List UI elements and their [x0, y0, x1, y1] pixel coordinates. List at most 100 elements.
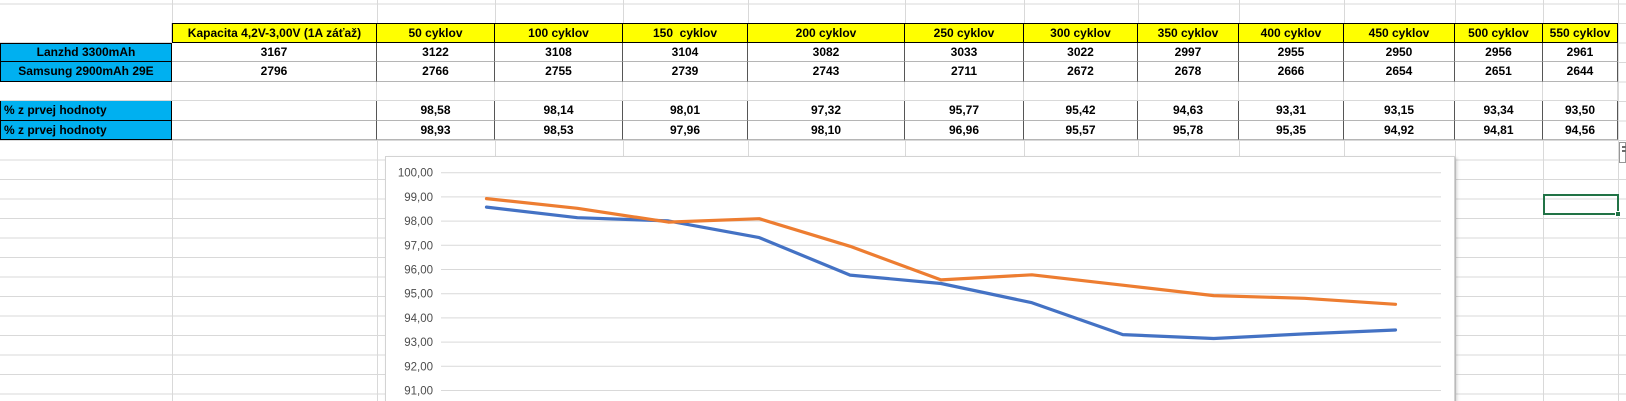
value-cell[interactable]: 96,96	[905, 120, 1024, 140]
value-cell[interactable]: 3108	[495, 42, 623, 62]
header-cell[interactable]: 250 cyklov	[905, 23, 1024, 43]
table-row: Lanzhd 3300mAh 3167 3122 3108 3104 3082 3033 30…	[0, 42, 1618, 62]
value-cell[interactable]: 3104	[623, 42, 748, 62]
value-cell[interactable]: 95,77	[905, 101, 1024, 121]
header-cell[interactable]: 50 cyklov	[377, 23, 495, 43]
value-cell[interactable]: 98,58	[377, 101, 495, 121]
value-cell[interactable]	[172, 120, 377, 140]
value-cell[interactable]: 2644	[1543, 62, 1618, 82]
header-cell[interactable]: 200 cyklov	[748, 23, 905, 43]
value-cell[interactable]: 2711	[905, 62, 1024, 82]
value-cell[interactable]: 2654	[1344, 62, 1455, 82]
value-cell[interactable]: 93,15	[1344, 101, 1455, 121]
header-cell[interactable]: 450 cyklov	[1344, 23, 1455, 43]
value-cell[interactable]: 94,63	[1138, 101, 1239, 121]
empty-cell[interactable]	[495, 81, 623, 101]
value-cell[interactable]: 98,53	[495, 120, 623, 140]
value-cell[interactable]: 2678	[1138, 62, 1239, 82]
value-cell[interactable]: 98,93	[377, 120, 495, 140]
capacity-chart[interactable]: 100,00 99,00 98,00 97,00 96,00 95,00 94,00 93,0…	[385, 156, 1455, 401]
corner-cell[interactable]	[0, 23, 172, 43]
series-line-blue[interactable]	[484, 205, 1398, 341]
value-cell[interactable]: 94,92	[1344, 120, 1455, 140]
y-axis-tick-label: 95,00	[404, 289, 433, 301]
y-axis-tick-label: 93,00	[404, 337, 433, 349]
value-cell[interactable]	[172, 101, 377, 121]
y-axis-tick-label: 97,00	[404, 240, 433, 252]
value-cell[interactable]: 97,96	[623, 120, 748, 140]
value-cell[interactable]: 2955	[1239, 42, 1344, 62]
header-cell[interactable]: 500 cyklov	[1455, 23, 1543, 43]
value-cell[interactable]: 3082	[748, 42, 905, 62]
row-label[interactable]: % z prvej hodnoty	[0, 120, 172, 140]
value-cell[interactable]: 2743	[748, 62, 905, 82]
fill-handle[interactable]	[1615, 211, 1621, 217]
value-cell[interactable]: 2796	[172, 62, 377, 82]
value-cell[interactable]: 93,34	[1455, 101, 1543, 121]
header-cell[interactable]: Kapacita 4,2V-3,00V (1A záťaž)	[172, 23, 377, 43]
table-row: Samsung 2900mAh 29E 2796 2766 2755 2739 2743 2…	[0, 62, 1618, 82]
empty-cell[interactable]	[1024, 81, 1138, 101]
header-cell[interactable]: 300 cyklov	[1024, 23, 1138, 43]
value-cell[interactable]: 95,35	[1239, 120, 1344, 140]
empty-cell[interactable]	[1344, 81, 1455, 101]
header-cell[interactable]: 350 cyklov	[1138, 23, 1239, 43]
row-label[interactable]: Samsung 2900mAh 29E	[0, 62, 172, 82]
capacity-table: Kapacita 4,2V-3,00V (1A záťaž) 50 cyklov 1…	[0, 23, 1618, 140]
value-cell[interactable]: 2997	[1138, 42, 1239, 62]
value-cell[interactable]: 95,78	[1138, 120, 1239, 140]
value-cell[interactable]: 3022	[1024, 42, 1138, 62]
header-cell[interactable]: 100 cyklov	[495, 23, 623, 43]
value-cell[interactable]: 2666	[1239, 62, 1344, 82]
chart-plot-area: 100,00 99,00 98,00 97,00 96,00 95,00 94,00 93,0…	[398, 168, 1441, 398]
value-cell[interactable]: 98,14	[495, 101, 623, 121]
value-cell[interactable]: 2950	[1344, 42, 1455, 62]
empty-cell[interactable]	[623, 81, 748, 101]
table-row	[0, 81, 1618, 101]
value-cell[interactable]: 2672	[1024, 62, 1138, 82]
header-cell[interactable]: 400 cyklov	[1239, 23, 1344, 43]
value-cell[interactable]: 93,50	[1543, 101, 1618, 121]
value-cell[interactable]: 2956	[1455, 42, 1543, 62]
y-axis-tick-label: 99,00	[404, 192, 433, 204]
value-cell[interactable]: 2755	[495, 62, 623, 82]
value-cell[interactable]: 93,31	[1239, 101, 1344, 121]
value-cell[interactable]: 94,56	[1543, 120, 1618, 140]
y-axis-tick-label: 96,00	[404, 265, 433, 277]
value-cell[interactable]: 3122	[377, 42, 495, 62]
value-cell[interactable]: 2961	[1543, 42, 1618, 62]
empty-cell[interactable]	[1239, 81, 1344, 101]
value-cell[interactable]: 2651	[1455, 62, 1543, 82]
header-cell[interactable]: 550 cyklov	[1543, 23, 1618, 43]
value-cell[interactable]: 98,01	[623, 101, 748, 121]
empty-cell[interactable]	[748, 81, 905, 101]
empty-cell[interactable]	[377, 81, 495, 101]
row-label[interactable]: % z prvej hodnoty	[0, 101, 172, 121]
y-axis-tick-label: 94,00	[404, 313, 433, 325]
value-cell[interactable]: 97,32	[748, 101, 905, 121]
row-label[interactable]: Lanzhd 3300mAh	[0, 42, 172, 62]
value-cell[interactable]: 2739	[623, 62, 748, 82]
series-line-orange[interactable]	[484, 196, 1398, 306]
empty-cell[interactable]	[1455, 81, 1543, 101]
sheet-gridline	[1455, 0, 1456, 401]
empty-cell[interactable]	[172, 81, 377, 101]
clipped-options-icon[interactable]	[1619, 142, 1626, 163]
value-cell[interactable]: 98,10	[748, 120, 905, 140]
sheet-gridline	[377, 0, 378, 401]
empty-cell[interactable]	[1138, 81, 1239, 101]
value-cell[interactable]: 95,42	[1024, 101, 1138, 121]
value-cell[interactable]: 3033	[905, 42, 1024, 62]
empty-cell[interactable]	[905, 81, 1024, 101]
value-cell[interactable]: 3167	[172, 42, 377, 62]
table-row: % z prvej hodnoty 98,93 98,53 97,96 98,10 96,…	[0, 120, 1618, 140]
value-cell[interactable]: 94,81	[1455, 120, 1543, 140]
value-cell[interactable]: 2766	[377, 62, 495, 82]
selected-cell[interactable]	[1543, 194, 1621, 217]
y-axis-tick-label: 100,00	[398, 168, 433, 180]
empty-cell[interactable]	[0, 81, 172, 101]
header-cell[interactable]: 150 cyklov	[623, 23, 748, 43]
value-cell[interactable]: 95,57	[1024, 120, 1138, 140]
empty-cell[interactable]	[1543, 81, 1618, 101]
